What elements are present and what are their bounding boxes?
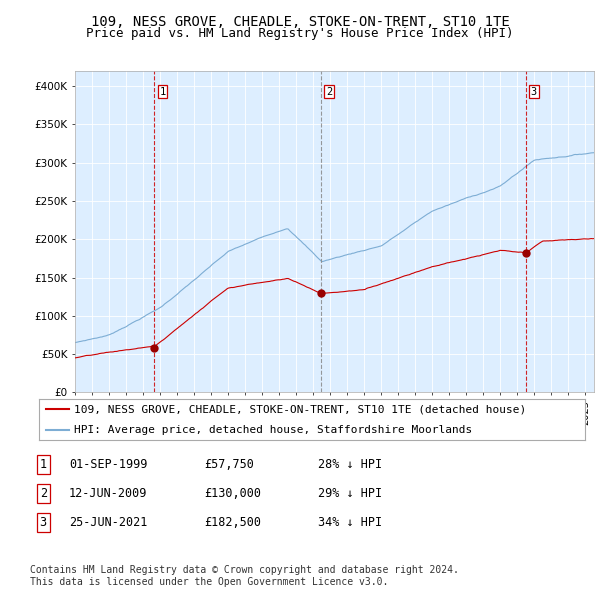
Text: Contains HM Land Registry data © Crown copyright and database right 2024.
This d: Contains HM Land Registry data © Crown c… — [30, 565, 459, 587]
Text: HPI: Average price, detached house, Staffordshire Moorlands: HPI: Average price, detached house, Staf… — [74, 425, 473, 434]
Text: Price paid vs. HM Land Registry's House Price Index (HPI): Price paid vs. HM Land Registry's House … — [86, 27, 514, 40]
Text: 3: 3 — [530, 87, 537, 97]
Text: 28% ↓ HPI: 28% ↓ HPI — [318, 458, 382, 471]
Text: 3: 3 — [40, 516, 47, 529]
Text: 01-SEP-1999: 01-SEP-1999 — [69, 458, 148, 471]
Text: 25-JUN-2021: 25-JUN-2021 — [69, 516, 148, 529]
Text: 12-JUN-2009: 12-JUN-2009 — [69, 487, 148, 500]
Text: 109, NESS GROVE, CHEADLE, STOKE-ON-TRENT, ST10 1TE: 109, NESS GROVE, CHEADLE, STOKE-ON-TRENT… — [91, 15, 509, 29]
Text: 29% ↓ HPI: 29% ↓ HPI — [318, 487, 382, 500]
Text: 2: 2 — [40, 487, 47, 500]
Text: 1: 1 — [40, 458, 47, 471]
Text: 34% ↓ HPI: 34% ↓ HPI — [318, 516, 382, 529]
Text: £57,750: £57,750 — [204, 458, 254, 471]
Text: 1: 1 — [160, 87, 166, 97]
Text: 109, NESS GROVE, CHEADLE, STOKE-ON-TRENT, ST10 1TE (detached house): 109, NESS GROVE, CHEADLE, STOKE-ON-TRENT… — [74, 405, 527, 414]
Text: 2: 2 — [326, 87, 332, 97]
Text: £130,000: £130,000 — [204, 487, 261, 500]
Text: £182,500: £182,500 — [204, 516, 261, 529]
